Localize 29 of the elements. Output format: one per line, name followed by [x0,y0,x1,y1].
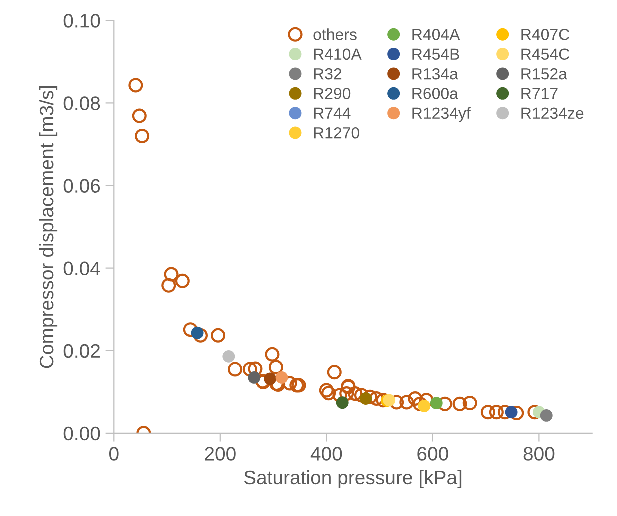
y-tick-label: 0.10 [64,14,100,28]
legend-label: R410A [314,48,362,60]
legend-label: R134a [412,68,458,80]
legend-label: R404A [412,29,460,40]
x-tick-label: 600 [418,447,448,461]
legend-label: R1234ze [522,108,584,120]
legend-label: R407C [522,29,570,40]
y-tick-label: 0.02 [64,344,100,358]
x-tick-label: 0 [110,447,119,461]
legend-label: R290 [314,88,351,100]
x-axis-title: Saturation pressure [kPa] [244,470,462,488]
legend-label: R1270 [314,127,360,139]
legend-label: R152a [522,68,568,80]
legend-label: R454B [412,48,460,60]
legend-label: R600a [412,88,458,100]
x-tick-label: 400 [310,447,342,461]
legend-label: R717 [522,88,558,100]
y-tick-label: 0.06 [64,179,100,193]
x-tick-label: 200 [205,447,236,461]
y-axis-title: Compressor displacement [m3/s] [39,86,58,368]
legend-label: R1234yf [412,107,471,122]
y-tick-label: 0.08 [64,96,100,110]
x-tick-label: 800 [524,447,555,461]
y-tick-label: 0.04 [64,262,100,276]
legend-label: R454C [522,48,570,60]
legend-label: others [314,28,357,40]
legend-label: R32 [314,68,342,80]
y-tick-label: 0.00 [64,426,100,441]
legend-label: R744 [314,108,351,119]
